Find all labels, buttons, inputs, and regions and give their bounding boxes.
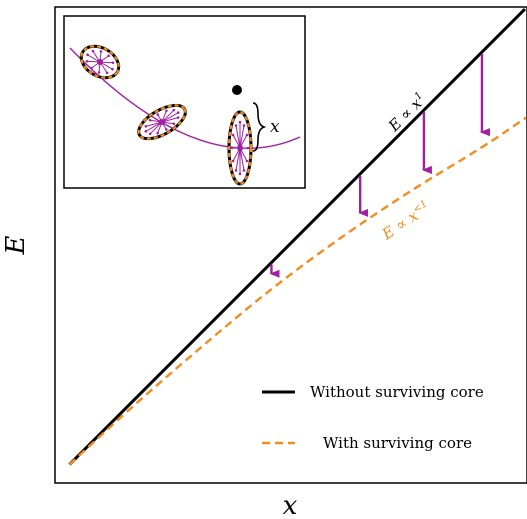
inset: x (63, 15, 306, 189)
series-group (68, 8, 527, 466)
annotation-sublinear-scaling: E ∝ x<1 (378, 198, 434, 244)
inset-core-dot (232, 85, 242, 95)
series-line-with-core (68, 116, 527, 466)
arrow-group (269, 54, 490, 278)
y-axis-title: E (1, 235, 31, 255)
inset-ellipse-group (79, 44, 253, 186)
plot-frame (54, 6, 527, 484)
inset-label-x: x (270, 117, 280, 137)
inset-trajectory-curve (69, 47, 301, 149)
legend: Without surviving core With surviving co… (262, 383, 484, 452)
x-axis-title: x (283, 491, 298, 519)
series-line-without-core (68, 8, 526, 466)
inset-brace (252, 102, 267, 152)
inset-frame (63, 15, 306, 189)
legend-label-without-core: Without surviving core (310, 383, 484, 401)
legend-label-with-core: With surviving core (323, 434, 472, 452)
inset-ellipse-2 (137, 103, 187, 141)
inset-ellipse-3 (227, 110, 253, 186)
inset-ellipse-1 (79, 44, 121, 80)
